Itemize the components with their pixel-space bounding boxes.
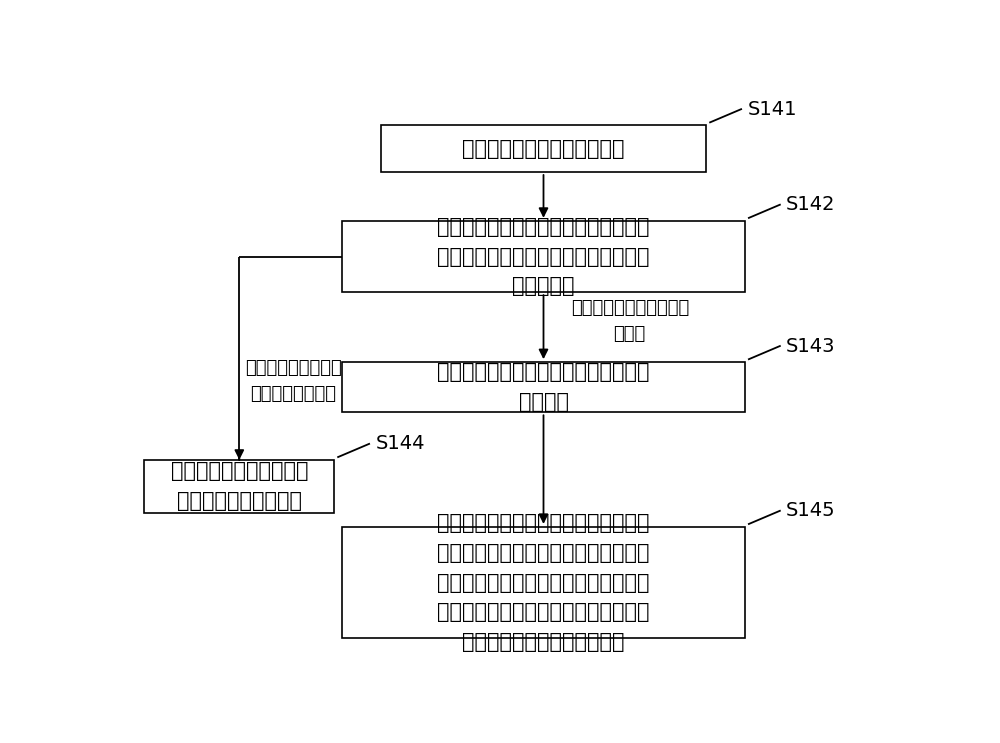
Text: S142: S142 bbox=[786, 195, 836, 214]
Text: S144: S144 bbox=[375, 435, 425, 453]
Text: S145: S145 bbox=[786, 502, 836, 520]
Text: 所述二阶导数小于第一预
设阈值: 所述二阶导数小于第一预 设阈值 bbox=[571, 299, 689, 343]
FancyBboxPatch shape bbox=[381, 126, 706, 172]
Text: 依次遍历各采样点的二阶导数: 依次遍历各采样点的二阶导数 bbox=[462, 139, 625, 159]
Text: 在遍历到每一个采样点的二阶导数时，
判断所述采样点的二阶导数是否小于第
一预设阈值: 在遍历到每一个采样点的二阶导数时， 判断所述采样点的二阶导数是否小于第 一预设阈… bbox=[437, 217, 650, 296]
Text: 所述二阶导数大于或
等于第一预设阈值: 所述二阶导数大于或 等于第一预设阈值 bbox=[245, 359, 342, 403]
Text: S143: S143 bbox=[786, 337, 836, 356]
Text: S141: S141 bbox=[747, 100, 797, 119]
Text: 遍历统计各低频区中采样点的个数，根
据所述采样点的个数确定各低频区信号
段的长度，若所述低频区信号段的长度
小于第二预设阈值，则将所述低频区中
所有采样点确定为: 遍历统计各低频区中采样点的个数，根 据所述采样点的个数确定各低频区信号 段的长度… bbox=[437, 513, 650, 652]
FancyBboxPatch shape bbox=[144, 460, 334, 513]
FancyBboxPatch shape bbox=[342, 362, 745, 412]
FancyBboxPatch shape bbox=[342, 221, 745, 292]
FancyBboxPatch shape bbox=[342, 527, 745, 638]
Text: 将采样点所在的心电信号初步确定为属
于低频区: 将采样点所在的心电信号初步确定为属 于低频区 bbox=[437, 363, 650, 412]
Text: 将采样点所在的心电信号
初步确定为属于高频区: 将采样点所在的心电信号 初步确定为属于高频区 bbox=[171, 461, 308, 511]
